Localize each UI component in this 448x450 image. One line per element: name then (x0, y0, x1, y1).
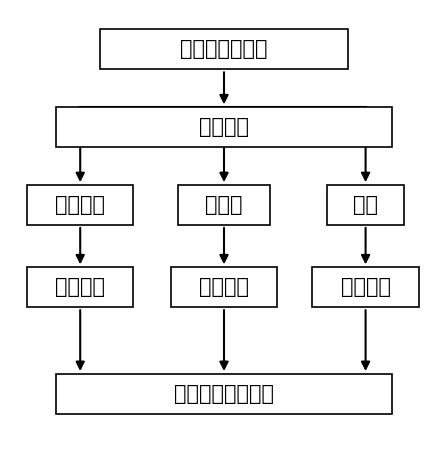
Bar (56, 374, 392, 414)
Text: 噪声: 噪声 (353, 195, 378, 215)
Text: 瞬时功率: 瞬时功率 (55, 277, 105, 297)
Bar (27, 185, 134, 225)
Text: 模拟瞬时调谐光谱: 模拟瞬时调谐光谱 (174, 384, 274, 404)
Text: 直流电压: 直流电压 (55, 195, 105, 215)
Text: 接收光外差信号: 接收光外差信号 (180, 40, 268, 59)
Bar (100, 29, 348, 69)
Bar (327, 185, 404, 225)
Bar (171, 267, 277, 307)
Bar (177, 185, 271, 225)
Text: 瞬时波长: 瞬时波长 (199, 277, 249, 297)
Bar (56, 107, 392, 147)
Text: 纯载波: 纯载波 (205, 195, 243, 215)
Bar (313, 267, 419, 307)
Text: 信号分层: 信号分层 (199, 117, 249, 137)
Text: 瞬时线宽: 瞬时线宽 (340, 277, 391, 297)
Bar (27, 267, 134, 307)
